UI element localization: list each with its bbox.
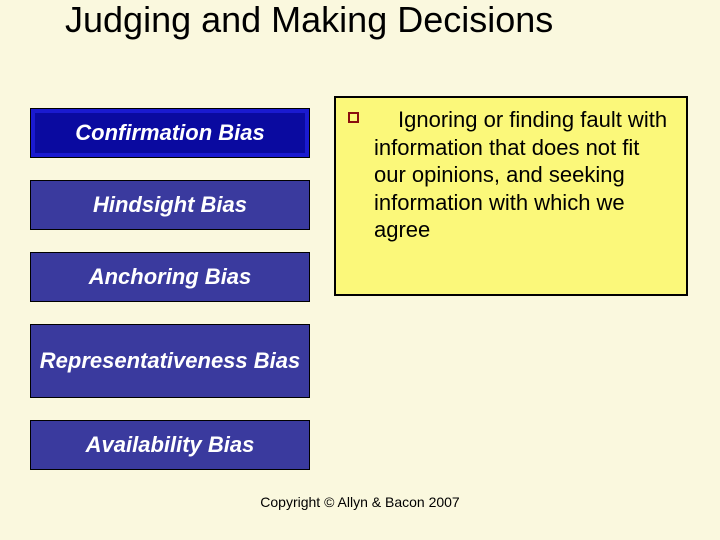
- bias-button-label: Hindsight Bias: [93, 192, 247, 218]
- bias-button-label: Confirmation Bias: [75, 120, 264, 146]
- bias-button-availability[interactable]: Availability Bias: [30, 420, 310, 470]
- copyright-text: Copyright © Allyn & Bacon 2007: [0, 494, 720, 510]
- bias-button-anchoring[interactable]: Anchoring Bias: [30, 252, 310, 302]
- page-title: Judging and Making Decisions: [65, 0, 625, 40]
- definition-callout: Ignoring or finding fault with informati…: [334, 96, 688, 296]
- bias-button-label: Availability Bias: [86, 432, 255, 458]
- bias-button-label: Representativeness Bias: [40, 348, 300, 374]
- bias-button-hindsight[interactable]: Hindsight Bias: [30, 180, 310, 230]
- bias-button-label: Anchoring Bias: [89, 264, 252, 290]
- bias-button-representativeness[interactable]: Representativeness Bias: [30, 324, 310, 398]
- bias-button-confirmation[interactable]: Confirmation Bias: [30, 108, 310, 158]
- square-bullet-icon: [348, 112, 359, 123]
- definition-text: Ignoring or finding fault with informati…: [374, 106, 676, 244]
- slide: Judging and Making Decisions Confirmatio…: [0, 0, 720, 540]
